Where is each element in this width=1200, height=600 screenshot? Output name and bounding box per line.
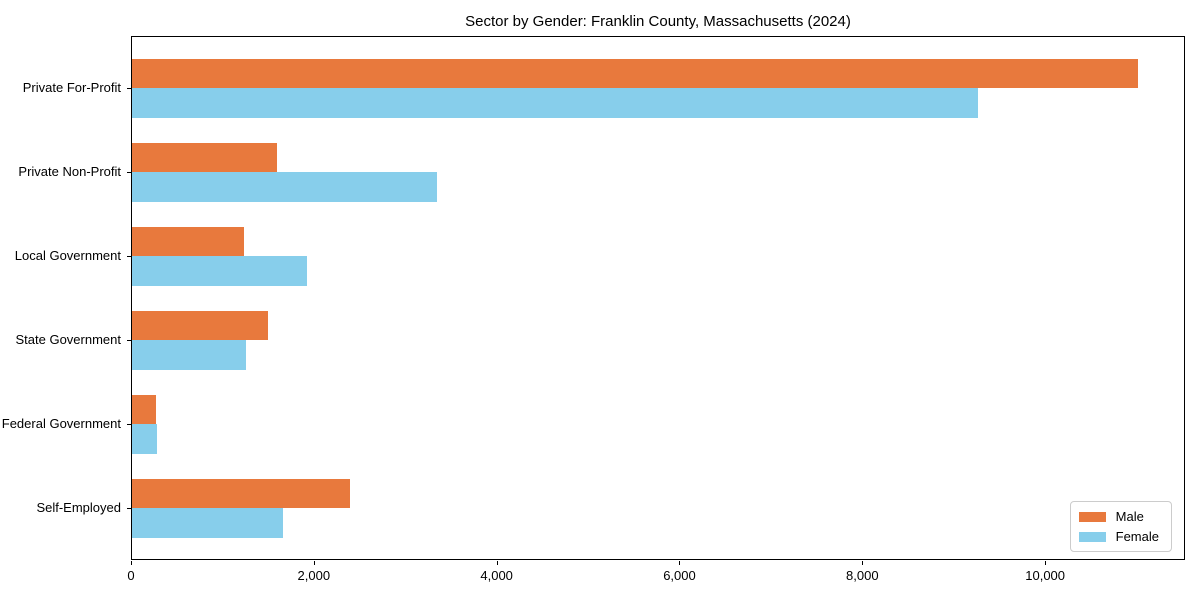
y-tick-label: Private Non-Profit — [18, 164, 121, 179]
chart-title: Sector by Gender: Franklin County, Massa… — [465, 13, 851, 30]
x-tick-label: 6,000 — [663, 568, 696, 583]
legend-label-male: Male — [1115, 509, 1144, 524]
plot-area — [131, 36, 1185, 560]
y-tick-label: State Government — [15, 332, 122, 347]
y-tick-mark — [127, 508, 131, 509]
y-tick-label: Local Government — [14, 248, 121, 263]
legend-label-female: Female — [1115, 529, 1159, 544]
x-tick-label: 8,000 — [846, 568, 879, 583]
y-tick-label: Private For-Profit — [22, 80, 121, 95]
x-tick-label: 2,000 — [297, 568, 331, 583]
x-tick-mark — [496, 561, 498, 565]
x-tick-mark — [1045, 561, 1047, 565]
y-tick-label: Federal Government — [1, 416, 121, 431]
bar-male-2 — [132, 226, 245, 256]
x-tick-mark — [131, 561, 132, 565]
legend: Male Female — [1069, 501, 1172, 552]
legend-entry-male: Male — [1078, 509, 1159, 524]
legend-swatch-male — [1078, 511, 1106, 522]
y-tick-mark — [127, 88, 131, 89]
y-tick-label: Self-Employed — [36, 500, 121, 515]
x-tick-mark — [313, 561, 315, 565]
legend-entry-female: Female — [1078, 529, 1159, 544]
bar-male-5 — [132, 478, 350, 508]
y-tick-mark — [127, 340, 131, 341]
y-tick-mark — [127, 256, 131, 257]
bar-female-0 — [132, 88, 979, 118]
x-tick-mark — [862, 561, 864, 565]
bar-male-3 — [132, 310, 269, 340]
bar-female-2 — [132, 256, 307, 286]
bar-male-4 — [132, 394, 156, 424]
x-tick-label: 10,000 — [1025, 568, 1066, 583]
x-tick-label: 4,000 — [480, 568, 513, 583]
bar-male-0 — [132, 58, 1138, 88]
bar-female-3 — [132, 340, 247, 370]
bar-male-1 — [132, 142, 278, 172]
bar-female-1 — [132, 172, 438, 202]
x-tick-mark — [679, 561, 681, 565]
y-tick-mark — [127, 172, 131, 173]
legend-swatch-female — [1078, 531, 1106, 542]
y-tick-mark — [127, 424, 131, 425]
bar-female-4 — [132, 424, 157, 454]
x-tick-label: 0 — [127, 568, 135, 583]
bar-female-5 — [132, 508, 283, 538]
